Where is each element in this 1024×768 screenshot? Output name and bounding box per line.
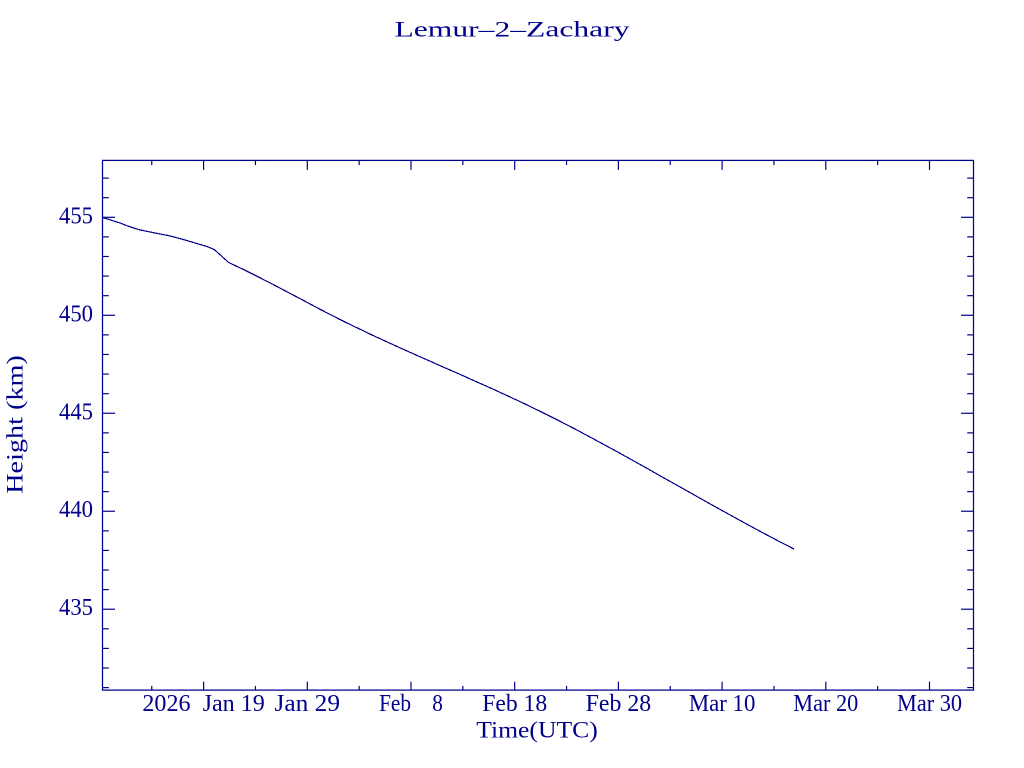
svg-text:Time(UTC): Time(UTC) [476, 718, 598, 743]
svg-text:445: 445 [59, 399, 93, 425]
svg-text:Jan 29: Jan 29 [275, 691, 341, 717]
svg-text:440: 440 [59, 497, 93, 523]
svg-text:Mar 30: Mar 30 [897, 691, 962, 717]
svg-text:2026 Jan 19: 2026 Jan 19 [142, 691, 265, 717]
svg-text:Height (km): Height (km) [2, 355, 27, 494]
svg-text:Mar 10: Mar 10 [689, 691, 756, 717]
svg-text:Mar 20: Mar 20 [793, 691, 858, 717]
svg-text:435: 435 [59, 595, 93, 621]
svg-text:Feb 28: Feb 28 [586, 691, 652, 717]
svg-text:Feb 18: Feb 18 [482, 691, 547, 717]
svg-text:Lemur–2–Zachary: Lemur–2–Zachary [395, 16, 630, 41]
svg-text:455: 455 [59, 203, 93, 229]
svg-text:Feb 8: Feb 8 [379, 691, 443, 717]
svg-text:450: 450 [59, 301, 93, 327]
